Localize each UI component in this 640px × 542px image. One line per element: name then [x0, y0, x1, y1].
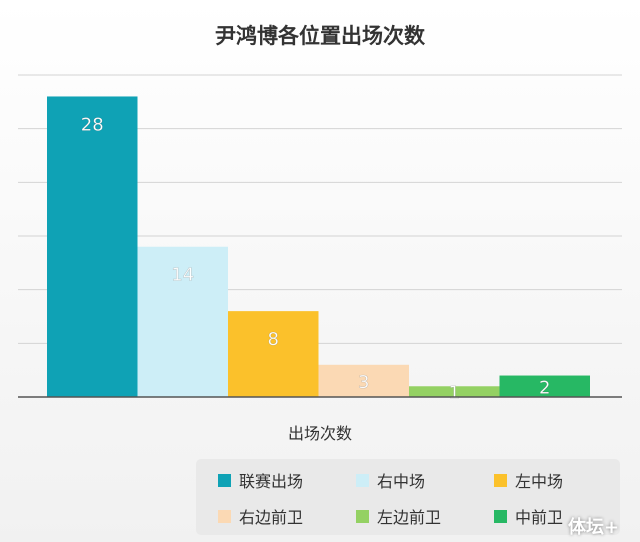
bar-1 — [47, 96, 138, 397]
x-axis-label: 出场次数 — [287, 424, 352, 443]
legend-swatch — [218, 509, 231, 523]
legend-swatch — [356, 509, 369, 523]
data-label-3: 8 — [268, 329, 279, 350]
bar-4 — [318, 364, 409, 397]
data-label-2: 14 — [171, 265, 194, 286]
legend-swatch — [218, 473, 231, 487]
bar-6 — [499, 375, 590, 397]
legend-item-6: 中前卫 — [494, 504, 563, 528]
legend-swatch — [356, 473, 369, 487]
legend-label: 右边前卫 — [239, 508, 304, 527]
bar-2 — [137, 246, 228, 397]
data-label-4: 3 — [358, 372, 369, 393]
legend: 联赛出场 右中场 左中场右边前卫 左边前卫 中前卫 — [196, 459, 620, 535]
legend-swatch — [494, 473, 507, 487]
data-label-6: 2 — [539, 377, 550, 398]
watermark: 体坛+ — [568, 517, 620, 538]
bar-3 — [228, 311, 319, 397]
legend-label: 中前卫 — [515, 508, 564, 527]
legend-item-4: 右边前卫 — [218, 504, 303, 528]
data-label-1: 28 — [81, 114, 104, 135]
legend-item-3: 左中场 — [494, 468, 563, 492]
legend-item-1: 联赛出场 — [218, 468, 303, 492]
legend-label: 联赛出场 — [239, 472, 304, 491]
data-label-5: 1 — [449, 383, 460, 404]
legend-label: 右中场 — [377, 472, 426, 491]
bars — [47, 96, 590, 397]
chart-title: 尹鸿博各位置出场次数 — [215, 24, 425, 48]
bar-5 — [409, 386, 500, 397]
legend-label: 左中场 — [515, 472, 564, 491]
bar-chart: 28 14 8 3 1 2 — [18, 74, 622, 404]
legend-label: 左边前卫 — [377, 508, 442, 527]
data-labels: 28 14 8 3 1 2 — [80, 114, 550, 404]
legend-item-2: 右中场 — [356, 468, 425, 492]
legend-swatch — [494, 509, 507, 523]
legend-item-5: 左边前卫 — [356, 504, 441, 528]
